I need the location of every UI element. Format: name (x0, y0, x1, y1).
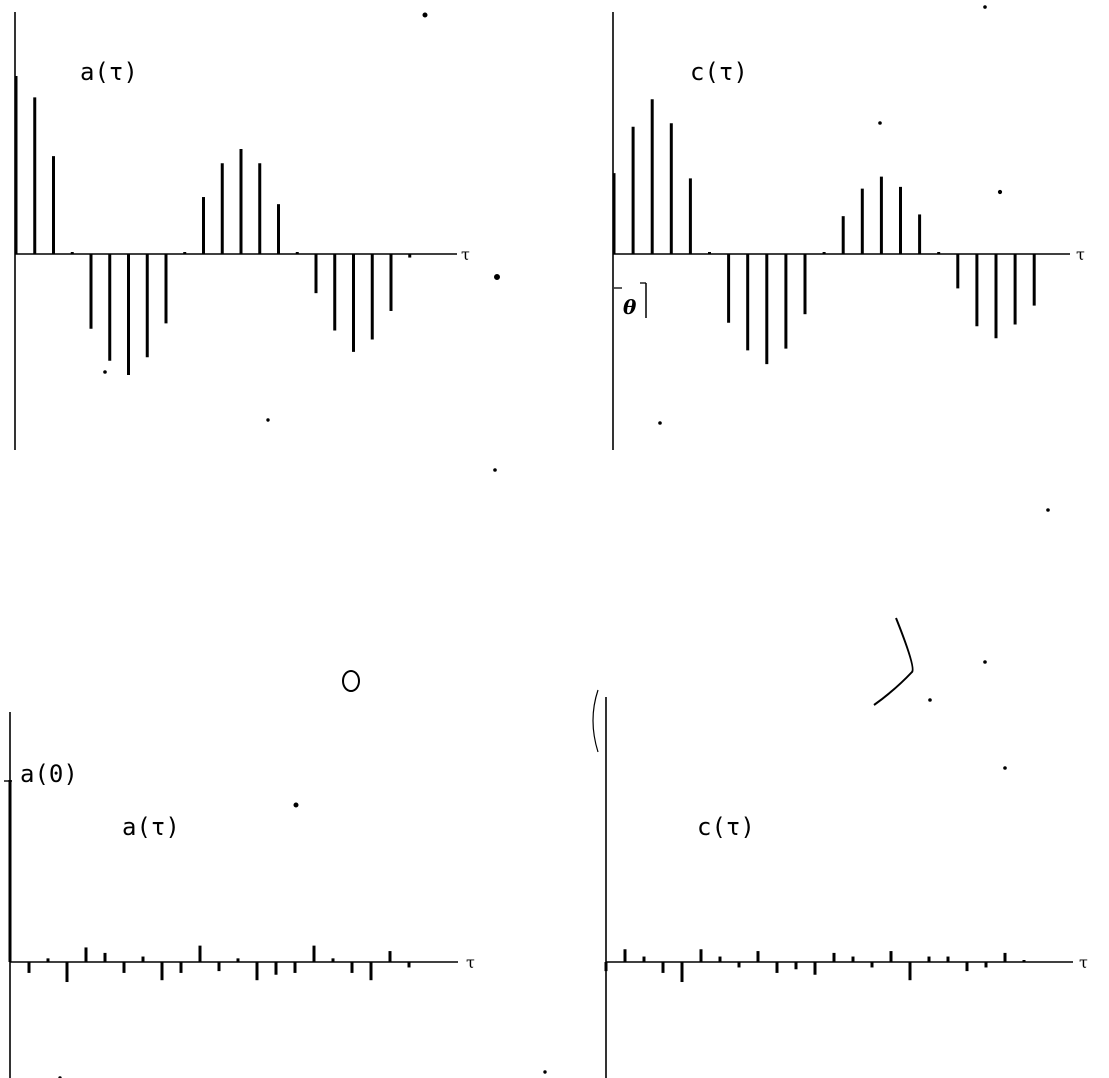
theta-label: θ (623, 295, 637, 319)
hand-stroke (873, 617, 914, 706)
x-axis-label: τ (461, 245, 470, 264)
scan-marks (58, 5, 1050, 1078)
x-axis-label: τ (466, 953, 475, 972)
circle-mark (342, 670, 360, 692)
panel-bottom-left: a(0) τ a(τ) (4, 712, 475, 1078)
series-label: a(τ) (122, 813, 180, 841)
x-axis-label: τ (1076, 245, 1085, 264)
panel-top-right: τ c(τ) θ (612, 12, 1085, 450)
panel-top-left: τ a(τ) (14, 12, 470, 450)
x-axis-label: τ (1079, 953, 1088, 972)
stems (8, 780, 411, 983)
theta-bracket: θ (614, 282, 647, 319)
series-label: c(τ) (697, 813, 755, 841)
stems (604, 949, 1026, 983)
series-label: a(τ) (80, 58, 138, 86)
stems (612, 99, 1036, 365)
series-label: c(τ) (690, 58, 748, 86)
stems (14, 76, 412, 376)
panel-bottom-right: τ c(τ) (604, 697, 1088, 1078)
peak-label: a(0) (20, 760, 78, 788)
bracket-stroke (592, 689, 599, 753)
